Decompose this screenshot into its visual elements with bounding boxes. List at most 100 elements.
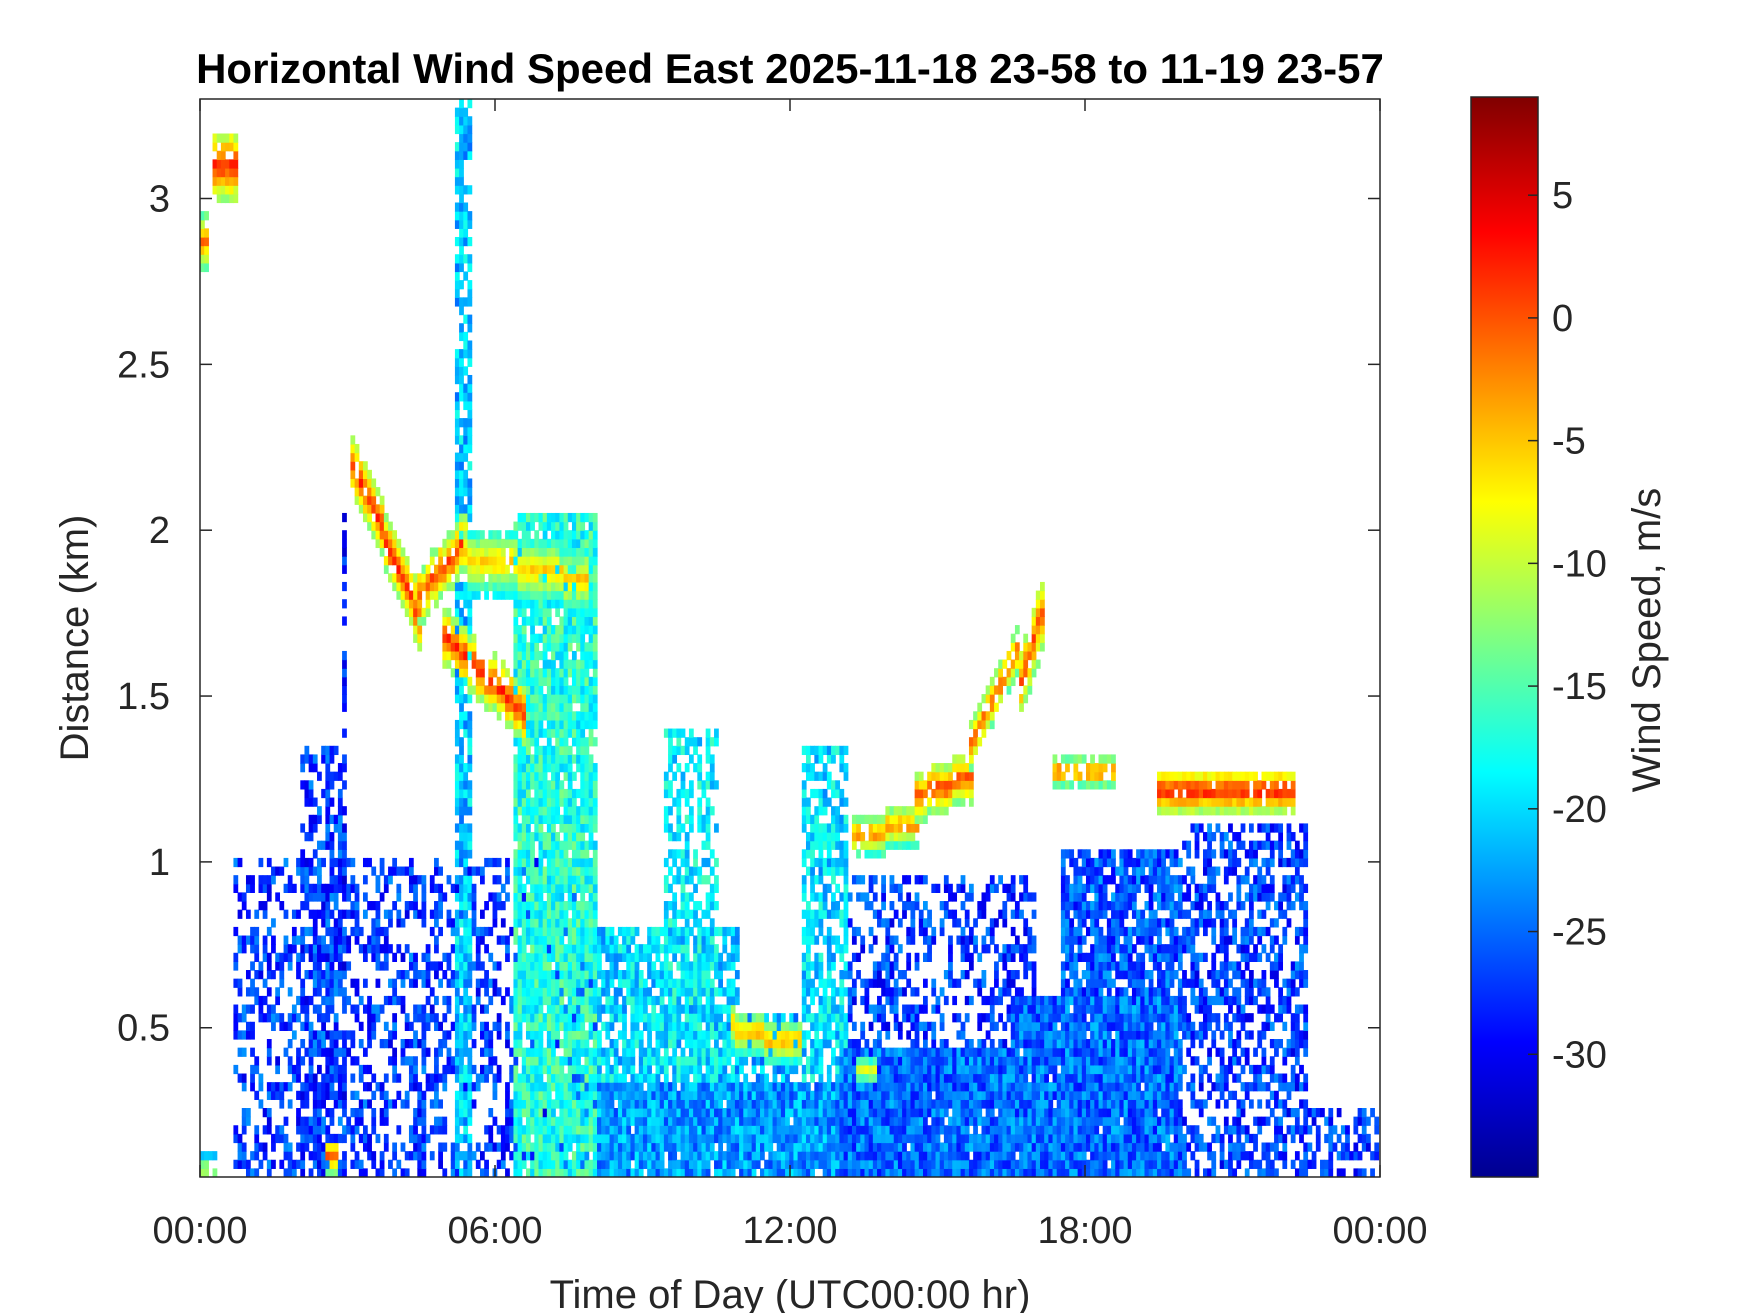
heatmap-cell xyxy=(509,530,515,540)
heatmap-cell xyxy=(467,1004,473,1014)
heatmap-cell xyxy=(454,418,460,428)
heatmap-cell xyxy=(571,1108,577,1118)
heatmap-cell xyxy=(454,1056,460,1066)
heatmap-cell xyxy=(254,1064,260,1075)
heatmap-cell xyxy=(417,1099,423,1109)
heatmap-cell xyxy=(580,866,586,876)
heatmap-cell xyxy=(521,685,527,695)
heatmap-cell xyxy=(693,970,698,980)
heatmap-cell xyxy=(358,1099,364,1109)
heatmap-cell xyxy=(459,771,464,781)
heatmap-cell xyxy=(459,1047,464,1057)
heatmap-cell xyxy=(463,642,469,652)
heatmap-cell xyxy=(421,892,427,902)
heatmap-cell xyxy=(321,892,326,902)
heatmap-cell xyxy=(810,832,815,842)
heatmap-cell xyxy=(563,512,569,523)
heatmap-cell xyxy=(739,1125,744,1135)
heatmap-cell xyxy=(705,1004,711,1014)
heatmap-cell xyxy=(505,857,510,868)
heatmap-cell xyxy=(542,521,548,531)
heatmap-cell xyxy=(480,659,485,669)
heatmap-cell xyxy=(801,1090,807,1100)
heatmap-cell xyxy=(291,1168,297,1177)
heatmap-cell xyxy=(275,1013,281,1023)
heatmap-cell xyxy=(362,857,368,868)
heatmap-cell xyxy=(392,1142,398,1152)
heatmap-cell xyxy=(634,952,640,962)
heatmap-cell xyxy=(801,1108,807,1118)
heatmap-cell xyxy=(250,987,255,997)
heatmap-cell xyxy=(542,1168,548,1177)
heatmap-cell xyxy=(546,1108,552,1118)
heatmap-cell xyxy=(454,452,460,462)
heatmap-cell xyxy=(459,745,464,756)
heatmap-cell xyxy=(714,1021,719,1031)
heatmap-cell xyxy=(459,176,464,186)
heatmap-cell xyxy=(287,1099,293,1109)
heatmap-cell xyxy=(463,418,469,428)
heatmap-cell xyxy=(751,1039,757,1049)
heatmap-cell xyxy=(463,590,469,600)
heatmap-cell xyxy=(467,788,473,799)
heatmap-cell xyxy=(362,944,368,954)
heatmap-cell xyxy=(333,901,339,911)
heatmap-cell xyxy=(663,987,669,997)
heatmap-cell xyxy=(362,1047,368,1057)
heatmap-cell xyxy=(513,711,519,721)
heatmap-cell xyxy=(726,1142,732,1152)
heatmap-cell xyxy=(684,978,690,988)
heatmap-cell xyxy=(329,1064,335,1075)
heatmap-cell xyxy=(705,832,711,842)
heatmap-cell xyxy=(454,107,460,117)
heatmap-cell xyxy=(296,935,301,945)
heatmap-cell xyxy=(342,616,347,626)
heatmap-cell xyxy=(471,556,477,566)
heatmap-cell xyxy=(484,901,489,911)
heatmap-cell xyxy=(584,530,590,540)
heatmap-cell xyxy=(304,832,310,842)
heatmap-cell xyxy=(576,1108,581,1118)
heatmap-cell xyxy=(592,806,598,816)
heatmap-cell xyxy=(634,1142,640,1152)
heatmap-cell xyxy=(739,1082,744,1092)
heatmap-cell xyxy=(760,1064,765,1075)
heatmap-cell xyxy=(459,1064,464,1075)
heatmap-cell xyxy=(734,1108,740,1118)
heatmap-cell xyxy=(496,702,502,712)
heatmap-cell xyxy=(325,788,331,799)
heatmap-cell xyxy=(287,952,293,962)
heatmap-cell xyxy=(551,797,556,807)
heatmap-cell xyxy=(705,1133,711,1144)
heatmap-cell xyxy=(801,978,807,988)
heatmap-cell xyxy=(559,642,565,652)
heatmap-cell xyxy=(467,400,473,411)
heatmap-cell xyxy=(321,978,326,988)
heatmap-cell xyxy=(559,995,565,1006)
heatmap-cell xyxy=(463,840,469,850)
heatmap-cell xyxy=(580,935,586,945)
heatmap-cell xyxy=(350,435,356,445)
heatmap-cell xyxy=(317,1030,322,1040)
heatmap-cell xyxy=(509,926,515,937)
heatmap-cell xyxy=(521,857,527,868)
heatmap-cell xyxy=(534,719,540,730)
heatmap-cell xyxy=(559,685,565,695)
heatmap-cell xyxy=(362,1142,368,1152)
heatmap-cell xyxy=(663,823,669,833)
heatmap-cell xyxy=(709,849,715,859)
heatmap-cell xyxy=(592,987,598,997)
heatmap-cell xyxy=(454,676,460,687)
heatmap-cell xyxy=(722,1073,728,1083)
heatmap-cell xyxy=(622,1013,627,1023)
heatmap-cell xyxy=(454,616,460,626)
heatmap-cell xyxy=(438,866,443,876)
heatmap-cell xyxy=(726,1159,732,1169)
heatmap-cell xyxy=(714,961,719,971)
heatmap-cell xyxy=(530,581,535,592)
heatmap-cell xyxy=(367,857,372,868)
heatmap-cell xyxy=(580,711,586,721)
heatmap-cell xyxy=(555,521,561,531)
heatmap-cell xyxy=(555,763,561,773)
heatmap-cell xyxy=(467,1159,473,1169)
